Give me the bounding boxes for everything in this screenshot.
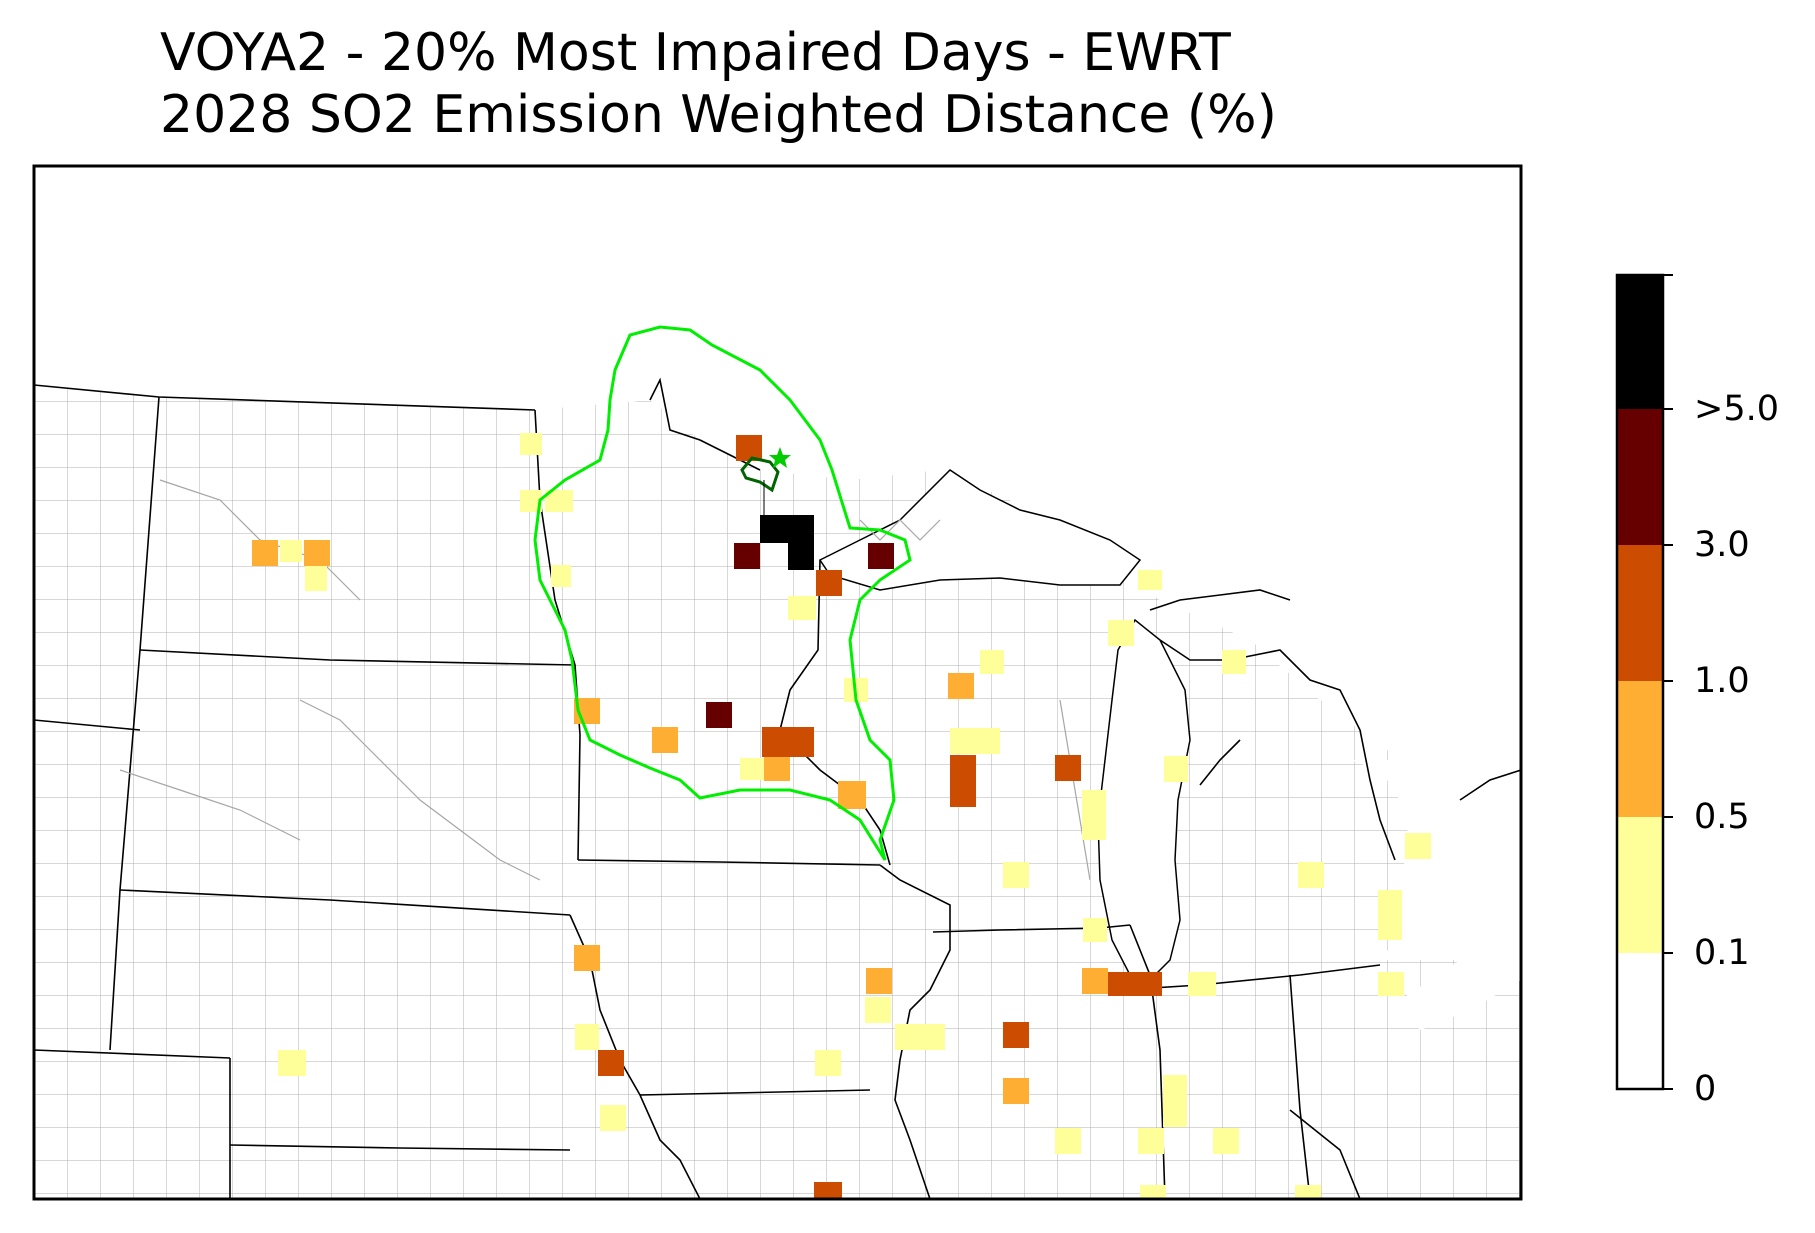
map-frame — [32, 164, 1523, 1201]
star-icon — [769, 447, 791, 468]
colorbar-label-1: 0.1 — [1694, 933, 1750, 973]
colorbar-band-1 — [1617, 817, 1663, 953]
colorbar-label-0: 0 — [1694, 1069, 1717, 1109]
lake-superior — [818, 469, 1142, 591]
class1-area-outline — [740, 456, 780, 493]
bin-0.5-1.0-cells — [252, 540, 1108, 1104]
aoi-contour — [533, 325, 912, 861]
colorbar-band-4 — [1617, 409, 1663, 545]
colorbar-label-5: >5.0 — [1694, 389, 1779, 429]
colorbar-band-0 — [1617, 953, 1663, 1089]
bin-gt5-cells — [760, 515, 814, 570]
title-line-2: 2028 SO2 Emission Weighted Distance (%) — [160, 85, 1277, 145]
colorbar-band-2 — [1617, 681, 1663, 817]
colorbar — [1615, 273, 1673, 1091]
map-body — [34, 325, 1521, 1199]
colorbar-label-2: 0.5 — [1694, 797, 1750, 837]
bin-3.0-5.0-cells — [706, 543, 894, 728]
bin-1.0-3.0-cells — [598, 435, 1162, 1199]
bin-0.1-0.5-cells — [278, 433, 1431, 1199]
colorbar-band-3 — [1617, 545, 1663, 681]
title-line-1: VOYA2 - 20% Most Impaired Days - EWRT — [160, 23, 1231, 83]
source-cells — [252, 433, 1431, 1199]
colorbar-label-4: 3.0 — [1694, 525, 1750, 565]
lake-erie — [1400, 930, 1521, 1030]
colorbar-label-3: 1.0 — [1694, 661, 1750, 701]
map-title: VOYA2 - 20% Most Impaired Days - EWRT 20… — [160, 22, 1277, 146]
colorbar-band-5 — [1617, 275, 1663, 409]
colorbar-ticks — [1663, 274, 1673, 1090]
